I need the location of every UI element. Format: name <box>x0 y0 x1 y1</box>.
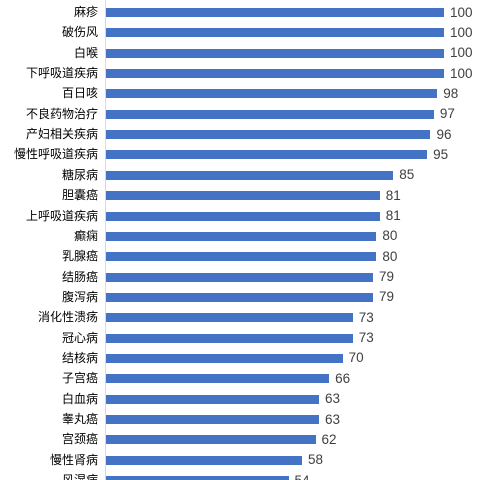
value-label: 95 <box>433 146 449 162</box>
value-label: 85 <box>399 167 415 183</box>
bar <box>106 89 438 99</box>
category-label: 子宫癌 <box>61 371 98 386</box>
value-label: 80 <box>382 248 398 264</box>
value-label: 81 <box>385 208 401 223</box>
category-label: 结核病 <box>61 350 98 365</box>
bar <box>106 435 316 445</box>
value-label: 100 <box>450 4 473 20</box>
bar <box>106 455 303 465</box>
value-label: 100 <box>450 24 473 40</box>
bar <box>106 415 319 424</box>
value-label: 96 <box>436 126 452 142</box>
value-label: 63 <box>324 411 340 427</box>
category-label: 白喉 <box>73 45 98 60</box>
value-label: 54 <box>295 473 310 480</box>
bar <box>106 109 434 119</box>
category-label: 冠心病 <box>61 330 98 345</box>
bar <box>106 28 444 38</box>
bar <box>106 252 377 262</box>
value-label: 97 <box>439 106 455 122</box>
bar <box>106 170 394 180</box>
bar <box>106 476 289 480</box>
value-label: 100 <box>450 45 473 61</box>
category-label: 下呼吸道疾病 <box>25 66 98 81</box>
category-label: 慢性肾病 <box>49 452 98 467</box>
category-label: 百日咳 <box>61 86 98 101</box>
bar <box>106 313 353 323</box>
value-label: 66 <box>335 370 351 386</box>
value-label: 80 <box>382 228 398 244</box>
category-label: 白血病 <box>61 391 98 406</box>
bar <box>106 333 353 343</box>
bar <box>106 353 343 363</box>
bar <box>106 191 380 201</box>
value-label: 58 <box>308 452 324 468</box>
category-label: 胆囊癌 <box>61 188 98 203</box>
value-label: 81 <box>385 187 401 203</box>
category-label: 上呼吸道疾病 <box>25 208 98 223</box>
category-label: 慢性呼吸道疾病 <box>13 147 98 162</box>
category-label: 产妇相关疾病 <box>25 127 98 142</box>
bar <box>106 394 319 404</box>
value-label: 62 <box>321 431 337 447</box>
category-label: 癫痫 <box>73 228 98 243</box>
bar <box>106 130 431 140</box>
value-label: 63 <box>324 391 340 407</box>
bar <box>106 8 444 17</box>
bar <box>106 292 374 302</box>
category-label: 结肠癌 <box>61 269 98 284</box>
value-label: 73 <box>358 309 374 325</box>
bar <box>106 48 444 58</box>
value-label: 70 <box>348 350 364 366</box>
category-axis-line <box>105 0 106 480</box>
value-label: 79 <box>379 289 395 305</box>
bar <box>106 211 380 221</box>
value-label: 73 <box>358 330 374 346</box>
bar <box>106 231 377 241</box>
category-label: 睾丸癌 <box>61 412 98 426</box>
category-label: 不良药物治疗 <box>25 106 98 121</box>
bar <box>106 374 330 384</box>
category-label: 麻疹 <box>73 5 98 19</box>
category-label: 风湿病 <box>0 473 98 480</box>
value-label: 79 <box>379 269 395 285</box>
value-label: 100 <box>450 65 473 81</box>
category-label: 消化性溃疡 <box>37 310 98 325</box>
category-label: 腹泻病 <box>61 289 98 304</box>
bar <box>106 69 444 79</box>
category-label: 乳腺癌 <box>61 249 98 264</box>
value-label: 98 <box>443 85 459 101</box>
category-label: 宫颈癌 <box>61 432 98 447</box>
category-label: 糖尿病 <box>61 167 98 182</box>
bar <box>106 150 428 160</box>
category-label: 破伤风 <box>61 25 98 40</box>
bar <box>106 272 374 282</box>
